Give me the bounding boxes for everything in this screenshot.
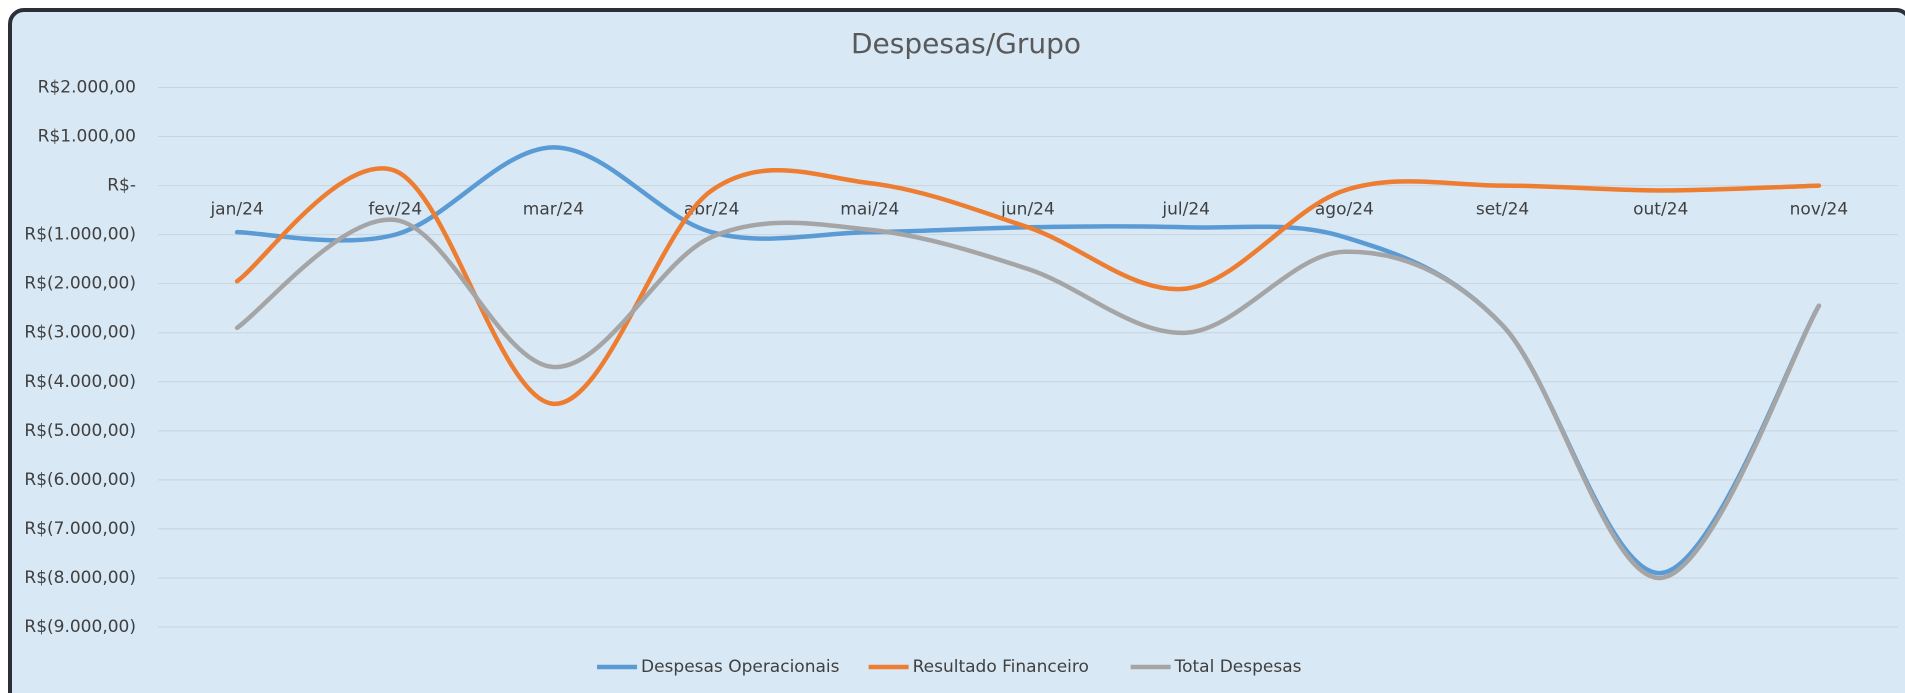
series-line [234,166,1822,407]
y-tick-label: R$(3.000,00) [24,323,136,343]
y-tick-label: R$- [107,176,136,196]
x-tick-label: jun/24 [1000,200,1055,220]
x-tick-label: set/24 [1476,200,1529,220]
y-tick-label: R$(4.000,00) [24,372,136,392]
x-tick-label: jul/24 [1161,200,1210,220]
chart-title: Despesas/Grupo [851,27,1081,60]
legend-label: Resultado Financeiro [913,657,1089,677]
y-tick-label: R$(9.000,00) [24,617,136,637]
x-tick-label: jan/24 [209,200,263,220]
y-tick-label: R$2.000,00 [38,78,136,98]
x-tick-label: mar/24 [523,200,584,220]
x-tick-label: ago/24 [1315,200,1374,220]
y-tick-label: R$(7.000,00) [24,519,136,539]
y-tick-label: R$(5.000,00) [24,421,136,441]
chart-frame [8,8,1905,693]
y-tick-label: R$1.000,00 [38,127,136,147]
y-tick-label: R$(2.000,00) [24,274,136,294]
legend-label: Total Despesas [1174,657,1302,677]
x-tick-label: nov/24 [1790,200,1849,220]
x-tick-label: out/24 [1633,200,1688,220]
x-tick-label: mai/24 [840,200,899,220]
series-line [234,217,1822,581]
y-tick-label: R$(8.000,00) [24,568,136,588]
legend-label: Despesas Operacionais [641,657,840,677]
x-tick-label: fev/24 [368,200,422,220]
y-tick-label: R$(6.000,00) [24,470,136,490]
y-tick-label: R$(1.000,00) [24,225,136,245]
